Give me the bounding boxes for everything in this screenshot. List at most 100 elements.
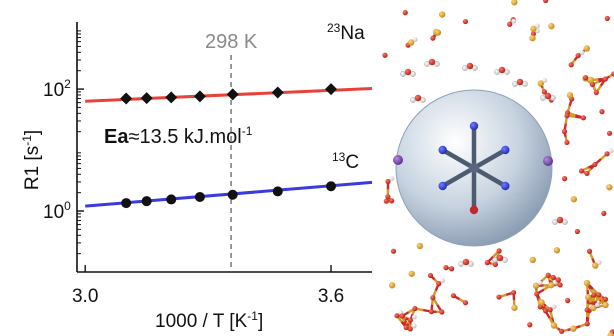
oxygen-atom: [541, 89, 547, 95]
oxygen-atom: [575, 53, 581, 59]
oxygen-atom: [593, 89, 599, 96]
silicon-atom: [388, 282, 396, 289]
oxygen-atom: [545, 272, 551, 278]
oxygen-atom: [450, 293, 457, 299]
oxygen-atom: [394, 313, 400, 319]
y-title-main: R1 [s: [22, 146, 43, 190]
hydrogen-atom: [594, 302, 600, 308]
oxygen-atom: [390, 248, 397, 254]
water-oxygen: [556, 216, 564, 224]
oxygen-atom: [557, 282, 563, 288]
oxygen-atom: [604, 151, 610, 157]
data-point-na: [325, 83, 338, 96]
y-title-sup: -1: [20, 135, 34, 146]
data-point-na: [271, 86, 284, 99]
data-point-c: [194, 191, 205, 202]
oxygen-atom: [407, 326, 413, 332]
silicon-atom: [583, 45, 590, 52]
water-oxygen: [466, 62, 474, 70]
oxygen-atom: [382, 52, 388, 58]
water-molecules: [400, 58, 568, 267]
data-point-c: [272, 186, 283, 197]
oxygen-atom: [412, 305, 418, 312]
oxygen-atom: [586, 248, 593, 254]
water-oxygen: [496, 254, 504, 262]
silicon-atom: [607, 332, 614, 336]
y-title-tail: ]: [22, 130, 43, 135]
oxygen-atom: [385, 178, 391, 185]
oxygen-atom: [428, 309, 435, 315]
complex-center-atom: [469, 163, 479, 173]
oxygen-atom: [492, 261, 498, 268]
y-tick-base: 10: [43, 80, 64, 101]
x-title-tail: ]: [258, 311, 263, 332]
water-oxygen: [498, 66, 506, 74]
oxygen-atom: [564, 139, 570, 146]
water-oxygen: [428, 58, 436, 66]
oxygen-atom: [534, 291, 540, 297]
oxygen-atom: [601, 210, 607, 217]
silicon-atom: [570, 196, 578, 203]
hydrogen-atom: [551, 304, 557, 310]
oxygen-atom: [439, 309, 445, 315]
data-point-c: [141, 196, 152, 207]
data-point-na: [165, 91, 178, 104]
oxygen-atom: [604, 15, 610, 22]
water-oxygen: [544, 92, 552, 100]
hydrogen-atom: [542, 78, 548, 83]
silicon-atom: [434, 29, 442, 36]
oxygen-atom: [561, 128, 568, 135]
complex-terminal-atom: [438, 145, 447, 155]
silicon-atom: [511, 304, 518, 311]
silicon-atom: [584, 293, 592, 301]
oxygen-atom: [385, 194, 391, 200]
y-axis-title: R1 [s-1]: [20, 130, 43, 190]
silicon-atom: [511, 0, 518, 6]
silicon-atom: [570, 325, 577, 332]
complex-terminal-atom: [501, 181, 510, 191]
y-tick-label: 100: [43, 199, 71, 223]
oxygen-atom: [592, 161, 598, 168]
silicon-atom: [606, 184, 613, 191]
oxygen-atom: [543, 0, 549, 4]
na-symbol: Na: [340, 23, 365, 44]
hydrogen-atom: [412, 37, 418, 42]
framework-network: [382, 0, 614, 336]
y-tick-base: 10: [43, 202, 64, 223]
series-label-na: 23Na: [327, 21, 365, 44]
hydrogen-atom: [411, 323, 417, 329]
series-label-c: 13C: [332, 150, 359, 173]
silicon-atom: [529, 34, 536, 42]
x-title-sup: -1: [247, 309, 258, 323]
data-point-na: [226, 88, 239, 101]
oxygen-atom: [596, 292, 602, 298]
zeolite-structure-illustration: [382, 0, 614, 336]
hydrogen-atom: [537, 280, 543, 286]
data-point-c: [326, 181, 337, 192]
sodium-ion-left: [393, 155, 403, 165]
cyanide-complex-icon: [438, 121, 510, 215]
oxygen-atom: [427, 272, 434, 279]
oxygen-atom: [562, 176, 568, 182]
oxygen-atom: [399, 313, 405, 319]
oxygen-atom: [550, 274, 556, 281]
sodium-ion-right: [543, 156, 553, 166]
x-tick-label: 3.6: [318, 286, 344, 307]
oxygen-atom: [559, 328, 565, 334]
hydrogen-atom: [511, 18, 517, 24]
oxygen-atom: [484, 260, 490, 266]
oxygen-atom: [443, 265, 449, 271]
y-tick-label: 102: [43, 77, 71, 101]
hydrogen-atom: [440, 278, 446, 284]
silicon-atom: [438, 11, 446, 18]
complex-terminal-atom: [469, 121, 479, 131]
oxygen-atom: [602, 296, 609, 302]
data-point-na: [140, 92, 153, 105]
silicon-atom: [566, 92, 574, 99]
oxygen-atom: [555, 277, 561, 283]
oxygen-atom: [591, 292, 597, 298]
oxygen-atom: [527, 322, 533, 328]
silicon-atom: [530, 25, 537, 33]
oxygen-atom: [580, 115, 587, 121]
